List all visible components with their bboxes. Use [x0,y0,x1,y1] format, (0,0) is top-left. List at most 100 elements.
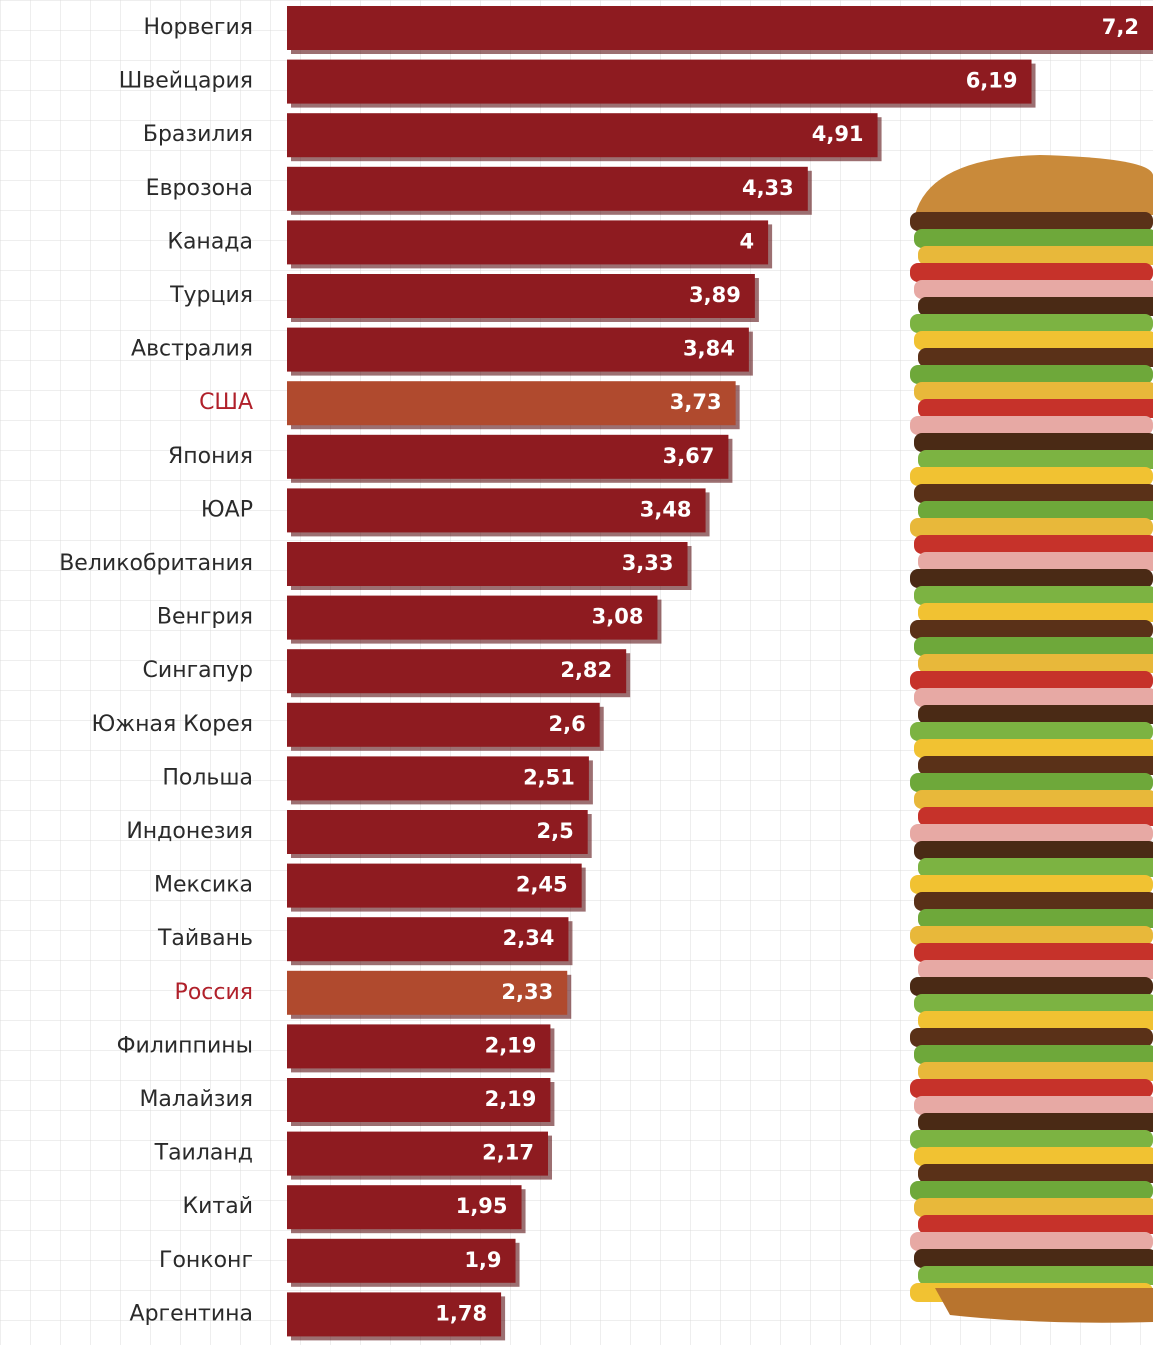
value-label: 3,73 [670,390,722,414]
burger-layer [918,654,1153,673]
bar [287,381,736,426]
burger-layer [910,263,1153,282]
burger-layer [914,484,1153,503]
burger-layer [918,297,1153,316]
burger-layer [914,637,1153,656]
bar [287,970,568,1015]
category-label: Таиланд [154,1141,253,1166]
category-label: Китай [182,1194,253,1219]
burger-layer [910,569,1153,588]
burger-layer [914,994,1153,1013]
bar [287,542,688,586]
value-label: 3,84 [683,337,735,361]
category-label: Малайзия [139,1087,253,1112]
burger-layer [918,1011,1153,1030]
bar [287,220,769,265]
value-label: 7,2 [1102,15,1139,39]
burger-layer [910,365,1153,384]
burger-layer [918,756,1153,775]
burger-layer [910,620,1153,639]
bar [287,274,755,318]
burger-layer [914,790,1153,809]
category-label: Аргентина [130,1301,253,1326]
burger-layer [910,824,1153,843]
category-label: США [199,390,253,415]
bar [287,434,729,479]
burger-layer [910,926,1153,945]
burger-layer [910,314,1153,333]
value-label: 2,17 [482,1141,534,1165]
burger-layer [918,1113,1153,1132]
category-label: ЮАР [201,497,253,522]
burger-layer [910,773,1153,792]
burger-layer [918,1164,1153,1183]
bar [287,702,600,747]
burger-layer [914,1147,1153,1166]
category-label: Россия [175,980,253,1005]
category-label: Япония [168,444,253,469]
bar [287,327,749,372]
category-label: Гонконг [159,1248,253,1273]
burger-layer [914,739,1153,758]
value-label: 3,89 [689,283,741,307]
category-label: Венгрия [157,605,253,630]
bar [287,1238,516,1283]
bar [287,863,582,908]
bar [287,113,878,158]
bar [287,1024,551,1069]
value-label: 2,51 [523,765,575,789]
burger-layer [914,841,1153,860]
bar [287,756,589,801]
category-label: Австралия [131,337,253,362]
burger-layer [914,1096,1153,1115]
bar [287,649,627,694]
value-label: 3,67 [663,444,715,468]
burger-layer [918,807,1153,826]
category-label: Канада [167,229,253,254]
value-label: 1,9 [464,1248,501,1272]
burger-layer [910,1028,1153,1047]
burger-layer [918,246,1153,265]
burger-layer [910,977,1153,996]
burger-layer [914,280,1153,299]
burger-layer [914,1198,1153,1217]
bar [287,488,706,533]
burger-layer [914,382,1153,401]
burger-layer [918,858,1153,877]
burger-layer [910,416,1153,435]
bar [287,1185,522,1230]
category-label: Турция [169,283,253,308]
value-label: 3,33 [622,551,674,575]
value-label: 4,91 [812,122,864,146]
category-label: Бразилия [143,122,253,147]
burger-layer [910,875,1153,894]
category-label: Южная Корея [92,712,253,737]
bar [287,59,1032,104]
burger-layer [914,229,1153,248]
category-label: Индонезия [126,819,253,844]
bar [287,810,588,854]
category-label: Польша [162,765,253,790]
category-label: Филиппины [117,1033,253,1058]
value-label: 3,48 [640,497,692,521]
value-label: 2,19 [485,1087,537,1111]
burger-layer [918,552,1153,571]
burger-layer [910,518,1153,537]
burger-layer [918,399,1153,418]
burger-layer [910,1181,1153,1200]
value-label: 4 [739,229,754,253]
value-label: 2,45 [516,873,568,897]
value-label: 1,78 [435,1301,487,1325]
burger-layer [910,722,1153,741]
burger-layer [918,1266,1153,1285]
burger-layer [914,892,1153,911]
category-label: Тайвань [157,926,253,951]
burger-layer [914,943,1153,962]
bar [287,595,658,640]
burger-layer [918,1215,1153,1234]
burger-layer [918,501,1153,520]
category-label: Сингапур [143,658,253,683]
burger-layer [910,467,1153,486]
burger-layer [910,1232,1153,1251]
